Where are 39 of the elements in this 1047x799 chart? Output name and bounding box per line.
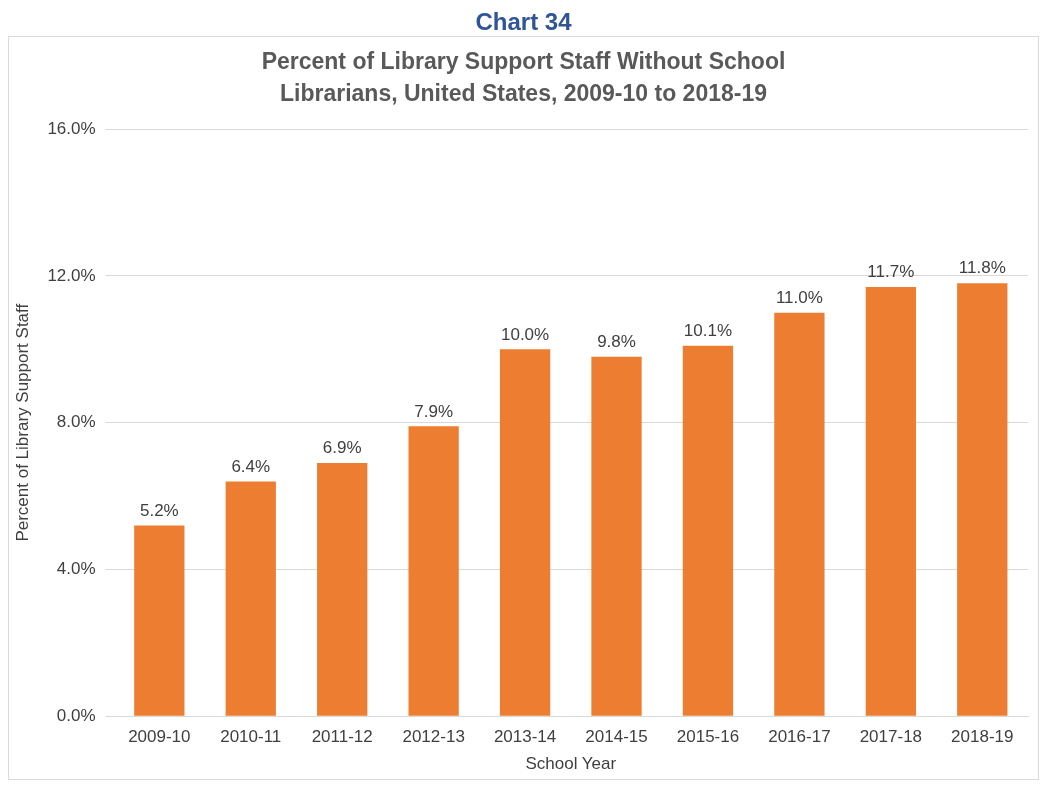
data-label: 10.0% [500,324,550,344]
bar [957,283,1008,716]
chart-title: Percent of Library Support Staff Without School Librarians, United States, 2009-10 to 2018-19 [260,47,787,108]
data-label: 6.9% [322,438,362,458]
bar [865,286,916,716]
bar [774,312,825,716]
x-tick-label: 2014-15 [585,727,648,747]
data-label: 11.8% [958,258,1006,278]
data-label: 11.0% [775,287,823,307]
x-tick-label: 2009-10 [128,727,191,747]
data-label: 7.9% [414,401,454,421]
bar [591,356,642,716]
y-tick-label: 0.0% [56,705,96,725]
x-tick-label: 2010-11 [220,727,282,747]
y-tick-label: 8.0% [56,412,96,432]
x-axis-title: School Year [525,754,617,774]
bar [499,349,551,716]
x-tick-label: 2012-13 [402,727,465,747]
bar [682,345,734,716]
x-tick-label: 2013-14 [493,727,557,747]
x-tick-label: 2016-17 [768,727,831,747]
caption: Chart 34 [474,8,573,36]
bar [317,463,368,716]
x-tick-label: 2011-12 [311,727,373,747]
x-tick-label: 2015-16 [676,727,740,747]
bar [225,481,276,716]
y-tick-label: 16.0% [47,118,96,138]
data-label: 5.2% [139,500,179,520]
y-tick-label: 4.0% [56,559,96,579]
y-tick-label: 12.0% [47,265,96,285]
data-label: 10.1% [683,320,733,340]
x-tick-label: 2017-18 [859,727,923,747]
y-axis-title: Percent of Library Support Staff [12,303,32,542]
data-label: 9.8% [597,331,636,351]
data-label: 11.7% [867,262,915,282]
bar [134,525,185,716]
x-tick-label: 2018-19 [951,727,1014,747]
bar [408,426,459,716]
data-label: 6.4% [231,456,271,476]
